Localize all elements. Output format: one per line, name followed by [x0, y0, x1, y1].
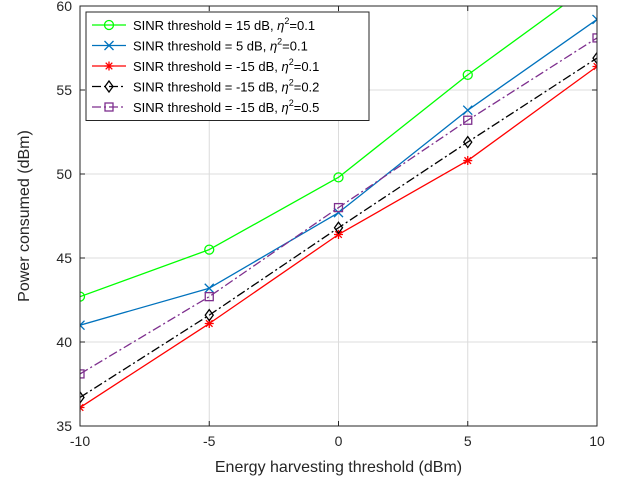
eta-symbol: η: [282, 100, 289, 115]
series-2: [80, 14, 597, 331]
asterisk-marker: [463, 156, 473, 166]
legend-entry: SINR threshold = 5 dB, η2=0.1: [92, 37, 308, 54]
series-line: [80, 6, 564, 298]
series-line: [80, 37, 597, 375]
legend-label-eta-value: =0.1: [289, 18, 315, 33]
series-line: [80, 57, 597, 398]
circle-marker: [80, 291, 86, 302]
series-4: [80, 51, 597, 405]
y-tick-label: 50: [56, 166, 72, 182]
y-tick-label: 45: [56, 250, 72, 266]
x-tick-label: 10: [589, 433, 605, 449]
x-marker: [333, 207, 344, 218]
legend-entry: SINR threshold = -15 dB, η2=0.5: [92, 98, 319, 115]
diamond-marker: [204, 308, 215, 322]
x-tick-label: 5: [464, 433, 472, 449]
series-layer: [80, 6, 597, 413]
eta-symbol: η: [270, 39, 277, 54]
legend-entry: SINR threshold = 15 dB, η2=0.1: [92, 16, 315, 33]
legend-label-eta-value: =0.1: [282, 39, 308, 54]
legend-label-eta-value: =0.2: [294, 80, 320, 95]
legend-label-prefix: SINR threshold = -15 dB,: [133, 80, 282, 95]
legend-label-prefix: SINR threshold = -15 dB,: [133, 100, 282, 115]
legend-label: SINR threshold = 5 dB, η2=0.1: [133, 37, 308, 54]
x-marker: [104, 40, 114, 51]
legend-label-prefix: SINR threshold = 15 dB,: [133, 18, 277, 33]
axis-ticks: -10 -5 0 5 10 35 40 45 50 55 60: [56, 0, 605, 449]
x-tick-label: 0: [335, 433, 343, 449]
circle-marker: [333, 172, 344, 183]
legend-box: [85, 11, 370, 121]
y-tick-label: 55: [56, 82, 72, 98]
legend-label-eta-value: =0.1: [294, 59, 320, 74]
square-marker: [204, 291, 214, 302]
x-tick-label: -10: [70, 433, 90, 449]
superscript-two: 2: [289, 57, 294, 67]
circle-marker: [462, 69, 473, 81]
superscript-two: 2: [289, 78, 294, 88]
legend-label-prefix: SINR threshold = 5 dB,: [133, 39, 270, 54]
x-marker: [204, 283, 215, 294]
y-tick-label: 60: [56, 0, 72, 14]
x-marker: [592, 14, 597, 25]
legend-label: SINR threshold = -15 dB, η2=0.5: [133, 98, 319, 115]
diamond-marker: [104, 79, 114, 94]
square-marker: [333, 202, 344, 213]
legend-label-eta-value: =0.5: [294, 100, 320, 115]
square-marker: [463, 115, 473, 125]
x-axis-label: Energy harvesting threshold (dBm): [215, 459, 462, 476]
x-tick-label: -5: [203, 433, 216, 449]
square-marker: [104, 102, 114, 112]
asterisk-marker: [334, 229, 343, 239]
eta-symbol: η: [282, 59, 289, 74]
x-marker: [462, 105, 473, 116]
eta-symbol: η: [282, 80, 289, 95]
diamond-marker: [592, 51, 597, 65]
diamond-marker: [333, 221, 344, 235]
legend-label: SINR threshold = -15 dB, η2=0.1: [133, 57, 319, 74]
legend-entry: SINR threshold = -15 dB, η2=0.2: [92, 78, 319, 95]
legend-label-prefix: SINR threshold = -15 dB,: [133, 59, 282, 74]
superscript-two: 2: [277, 37, 282, 47]
asterisk-marker: [104, 61, 114, 71]
y-tick-label: 35: [56, 418, 72, 434]
legend-entry: SINR threshold = -15 dB, η2=0.1: [92, 57, 319, 74]
superscript-two: 2: [284, 16, 289, 26]
series-3: [80, 61, 597, 413]
circle-marker: [204, 244, 215, 255]
legend-label: SINR threshold = 15 dB, η2=0.1: [133, 16, 315, 33]
series-1: [80, 6, 564, 302]
diamond-marker: [462, 135, 473, 149]
superscript-two: 2: [289, 98, 294, 108]
series-5: [80, 33, 597, 379]
diamond-marker: [80, 390, 85, 405]
x-marker: [80, 320, 85, 331]
circle-marker: [103, 19, 115, 31]
square-marker: [80, 369, 85, 379]
asterisk-marker: [204, 319, 214, 329]
y-tick-label: 40: [56, 334, 72, 350]
legend-label: SINR threshold = -15 dB, η2=0.2: [133, 78, 319, 95]
eta-symbol: η: [277, 18, 284, 33]
y-axis-label: Power consumed (dBm): [16, 130, 33, 302]
square-marker: [592, 33, 597, 43]
